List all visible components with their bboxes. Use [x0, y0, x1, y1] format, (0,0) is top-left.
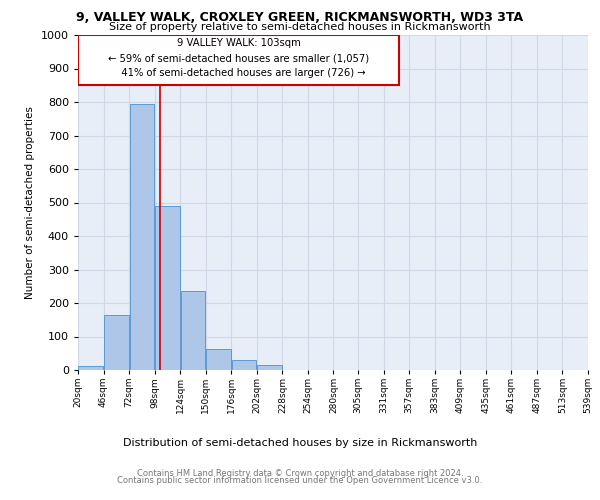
Text: Contains HM Land Registry data © Crown copyright and database right 2024.: Contains HM Land Registry data © Crown c…: [137, 468, 463, 477]
Bar: [181, 290, 205, 370]
Bar: [79, 366, 103, 370]
Bar: [257, 366, 282, 370]
Bar: [104, 314, 128, 370]
Bar: [155, 206, 180, 370]
Bar: [232, 360, 256, 370]
Text: ← 59% of semi-detached houses are smaller (1,057): ← 59% of semi-detached houses are smalle…: [108, 54, 369, 64]
Text: 9 VALLEY WALK: 103sqm: 9 VALLEY WALK: 103sqm: [177, 38, 301, 48]
Text: 9, VALLEY WALK, CROXLEY GREEN, RICKMANSWORTH, WD3 3TA: 9, VALLEY WALK, CROXLEY GREEN, RICKMANSW…: [76, 11, 524, 24]
Bar: [206, 349, 231, 370]
Text: Size of property relative to semi-detached houses in Rickmansworth: Size of property relative to semi-detach…: [109, 22, 491, 32]
Text: Contains public sector information licensed under the Open Government Licence v3: Contains public sector information licen…: [118, 476, 482, 485]
Text: Distribution of semi-detached houses by size in Rickmansworth: Distribution of semi-detached houses by …: [123, 438, 477, 448]
Y-axis label: Number of semi-detached properties: Number of semi-detached properties: [25, 106, 35, 299]
Bar: [130, 104, 154, 370]
Text: 41% of semi-detached houses are larger (726) →: 41% of semi-detached houses are larger (…: [112, 68, 365, 78]
FancyBboxPatch shape: [78, 35, 400, 85]
